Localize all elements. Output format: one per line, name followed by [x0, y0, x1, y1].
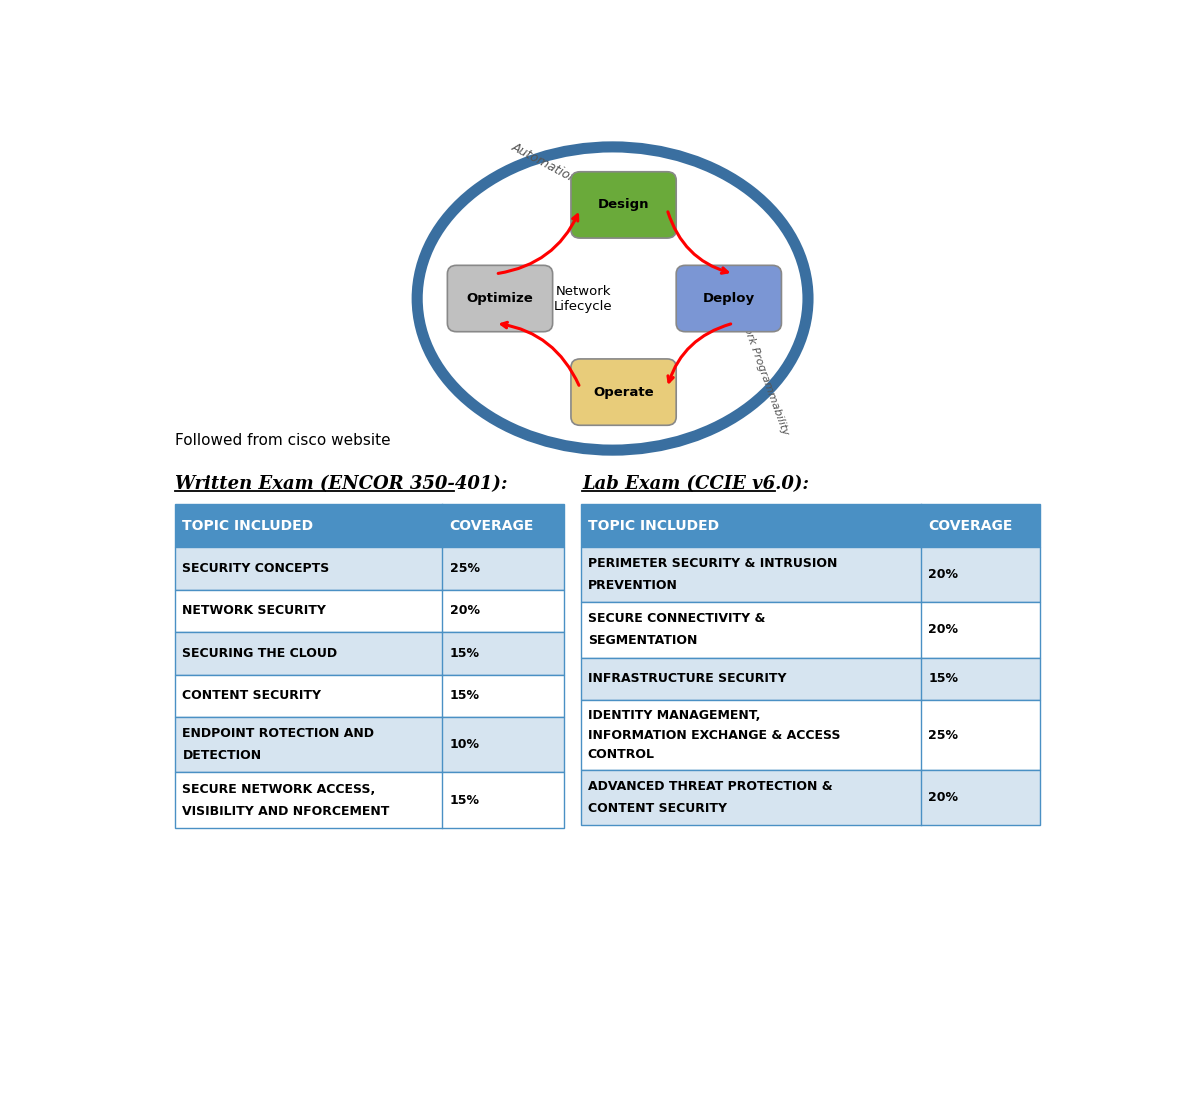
Text: COVERAGE: COVERAGE: [928, 518, 1013, 533]
Text: Followed from cisco website: Followed from cisco website: [175, 433, 391, 449]
Text: 25%: 25%: [928, 728, 958, 741]
Text: COVERAGE: COVERAGE: [450, 518, 534, 533]
Text: Optimize: Optimize: [466, 292, 534, 305]
Text: 10%: 10%: [450, 738, 479, 751]
Text: ADVANCED THREAT PROTECTION &: ADVANCED THREAT PROTECTION &: [588, 780, 833, 793]
Text: SECURE NETWORK ACCESS,: SECURE NETWORK ACCESS,: [182, 782, 376, 796]
Text: CONTENT SECURITY: CONTENT SECURITY: [182, 690, 321, 703]
Bar: [175, 632, 565, 674]
Bar: [581, 657, 1040, 701]
Text: INFRASTRUCTURE SECURITY: INFRASTRUCTURE SECURITY: [588, 672, 787, 685]
Text: Operate: Operate: [593, 386, 654, 399]
Text: NETWORK SECURITY: NETWORK SECURITY: [182, 604, 326, 618]
Bar: [581, 701, 1040, 770]
FancyBboxPatch shape: [677, 265, 782, 332]
Bar: [175, 547, 565, 589]
Text: 15%: 15%: [450, 690, 479, 703]
Bar: [581, 770, 1040, 825]
Text: 25%: 25%: [450, 561, 479, 575]
Text: SECURITY CONCEPTS: SECURITY CONCEPTS: [182, 561, 329, 575]
Text: CONTENT SECURITY: CONTENT SECURITY: [588, 802, 726, 815]
Text: Written Exam (ENCOR 350-401):: Written Exam (ENCOR 350-401):: [175, 475, 508, 493]
Bar: [175, 504, 565, 547]
FancyBboxPatch shape: [570, 171, 677, 238]
Bar: [175, 674, 565, 717]
Text: 15%: 15%: [450, 793, 479, 807]
Text: PERIMETER SECURITY & INTRUSION: PERIMETER SECURITY & INTRUSION: [588, 557, 837, 570]
Text: VISIBILITY AND NFORCEMENT: VISIBILITY AND NFORCEMENT: [182, 804, 390, 818]
Text: 20%: 20%: [928, 568, 958, 581]
Text: SECURE CONNECTIVITY &: SECURE CONNECTIVITY &: [588, 612, 765, 625]
Text: SECURING THE CLOUD: SECURING THE CLOUD: [182, 646, 338, 660]
Text: 15%: 15%: [928, 672, 958, 685]
Bar: [175, 717, 565, 772]
Text: TOPIC INCLUDED: TOPIC INCLUDED: [182, 518, 313, 533]
Bar: [581, 602, 1040, 657]
Text: ENDPOINT ROTECTION AND: ENDPOINT ROTECTION AND: [182, 727, 374, 740]
FancyBboxPatch shape: [570, 359, 677, 425]
Text: PREVENTION: PREVENTION: [588, 579, 678, 592]
Text: TOPIC INCLUDED: TOPIC INCLUDED: [588, 518, 719, 533]
Bar: [581, 547, 1040, 602]
Text: 20%: 20%: [928, 623, 958, 636]
Text: Design: Design: [598, 199, 650, 211]
Text: IDENTITY MANAGEMENT,: IDENTITY MANAGEMENT,: [588, 708, 761, 722]
Text: Automation: Automation: [509, 140, 579, 186]
Text: INFORMATION EXCHANGE & ACCESS: INFORMATION EXCHANGE & ACCESS: [588, 728, 841, 741]
Text: 20%: 20%: [450, 604, 479, 618]
Bar: [175, 772, 565, 828]
Bar: [175, 589, 565, 632]
Text: SEGMENTATION: SEGMENTATION: [588, 634, 697, 648]
Text: Lab Exam (CCIE v6.0):: Lab Exam (CCIE v6.0):: [582, 475, 809, 493]
Bar: [581, 504, 1040, 547]
FancyBboxPatch shape: [448, 265, 553, 332]
Text: Network
Lifecycle: Network Lifecycle: [554, 284, 613, 313]
Text: 20%: 20%: [928, 791, 958, 804]
Text: Deploy: Deploy: [703, 292, 755, 305]
Text: DETECTION: DETECTION: [182, 749, 261, 762]
Text: 15%: 15%: [450, 646, 479, 660]
Text: CONTROL: CONTROL: [588, 748, 655, 761]
Text: Network Programmability: Network Programmability: [732, 298, 790, 436]
